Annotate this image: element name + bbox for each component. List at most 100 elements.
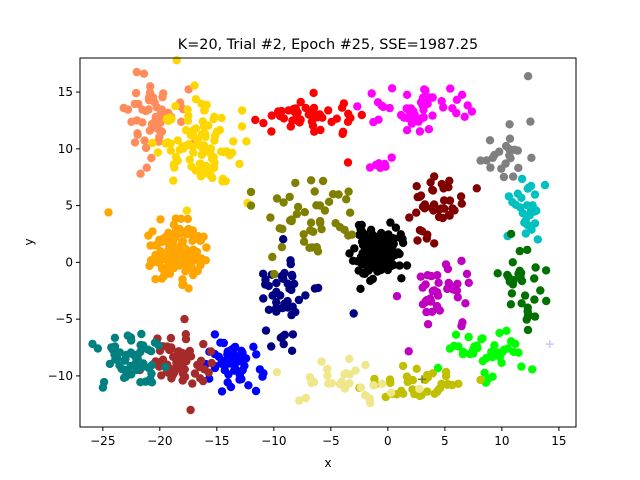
data-point — [196, 159, 206, 168]
data-point — [445, 196, 455, 205]
data-point — [508, 280, 518, 289]
data-point — [508, 258, 517, 267]
data-point — [147, 361, 156, 370]
data-point — [237, 106, 247, 115]
data-point — [259, 294, 268, 303]
data-point — [343, 158, 353, 167]
data-point — [154, 125, 164, 134]
data-point — [449, 285, 458, 294]
data-point — [183, 214, 192, 224]
data-point — [300, 208, 309, 217]
data-point — [171, 152, 180, 162]
data-point — [279, 198, 288, 207]
data-point — [377, 228, 386, 238]
data-point — [315, 110, 324, 119]
data-point — [387, 84, 397, 93]
data-point — [229, 137, 238, 146]
data-point — [454, 342, 463, 351]
data-point — [186, 405, 195, 415]
data-point — [452, 95, 462, 105]
data-point — [517, 299, 526, 308]
data-point — [142, 163, 151, 172]
data-point — [306, 218, 316, 227]
data-point — [138, 118, 147, 127]
data-point — [292, 209, 302, 219]
data-point — [356, 284, 365, 293]
data-point — [197, 130, 207, 139]
data-point — [351, 366, 360, 375]
data-point — [478, 334, 487, 343]
data-point — [469, 345, 479, 354]
data-point — [166, 333, 176, 343]
data-point — [345, 208, 355, 217]
data-point — [511, 339, 520, 348]
data-point — [310, 284, 320, 293]
data-point — [397, 274, 406, 283]
data-point — [361, 268, 370, 277]
data-point — [391, 223, 401, 232]
data-point — [132, 67, 141, 77]
data-point — [201, 256, 210, 265]
data-point — [141, 143, 151, 153]
data-point — [237, 346, 246, 355]
data-point — [184, 111, 193, 121]
data-point — [163, 138, 172, 147]
data-point — [523, 245, 532, 255]
data-point — [144, 231, 153, 240]
data-point — [127, 370, 136, 379]
data-point — [136, 169, 145, 178]
data-point — [508, 197, 517, 207]
data-point — [150, 98, 159, 107]
y-axis-ticks: −10 −5 0 5 10 15 — [48, 85, 80, 383]
data-point — [517, 193, 526, 202]
chart-title: K=20, Trial #2, Epoch #25, SSE=1987.25 — [178, 37, 478, 53]
data-point — [267, 342, 276, 351]
data-point — [167, 344, 176, 354]
data-point — [350, 244, 359, 253]
data-point — [288, 116, 297, 125]
data-point — [268, 252, 277, 262]
data-point — [488, 353, 497, 362]
data-point — [166, 146, 175, 155]
data-point — [434, 212, 444, 222]
data-point — [398, 361, 408, 371]
data-point — [323, 371, 332, 380]
y-axis-label: y — [22, 238, 36, 245]
data-point — [379, 102, 388, 112]
data-point — [506, 229, 516, 239]
data-point — [139, 69, 149, 78]
data-point — [184, 85, 193, 94]
x-tick-label: −25 — [90, 434, 115, 448]
data-point — [246, 201, 256, 210]
data-point — [189, 148, 198, 157]
data-point — [162, 114, 171, 124]
data-point — [251, 115, 260, 125]
data-point — [392, 292, 402, 301]
data-point — [402, 261, 412, 270]
data-point — [184, 284, 193, 293]
data-point — [441, 260, 451, 269]
data-point — [274, 107, 283, 116]
data-point — [506, 145, 516, 155]
data-point — [349, 309, 358, 318]
data-point — [359, 241, 368, 250]
data-point — [490, 150, 499, 160]
data-point — [523, 72, 533, 81]
data-point — [526, 181, 536, 191]
data-point — [164, 232, 173, 242]
data-point — [495, 328, 504, 338]
data-point — [288, 330, 298, 339]
data-point — [344, 187, 353, 196]
data-point — [179, 144, 188, 153]
data-point — [530, 312, 540, 321]
data-point — [287, 346, 297, 355]
data-point — [458, 349, 468, 359]
data-point — [214, 352, 224, 361]
data-point — [361, 360, 370, 370]
data-point — [467, 107, 477, 116]
data-point — [324, 106, 333, 115]
data-point — [404, 347, 413, 356]
data-point — [416, 191, 426, 200]
data-point — [486, 163, 495, 172]
